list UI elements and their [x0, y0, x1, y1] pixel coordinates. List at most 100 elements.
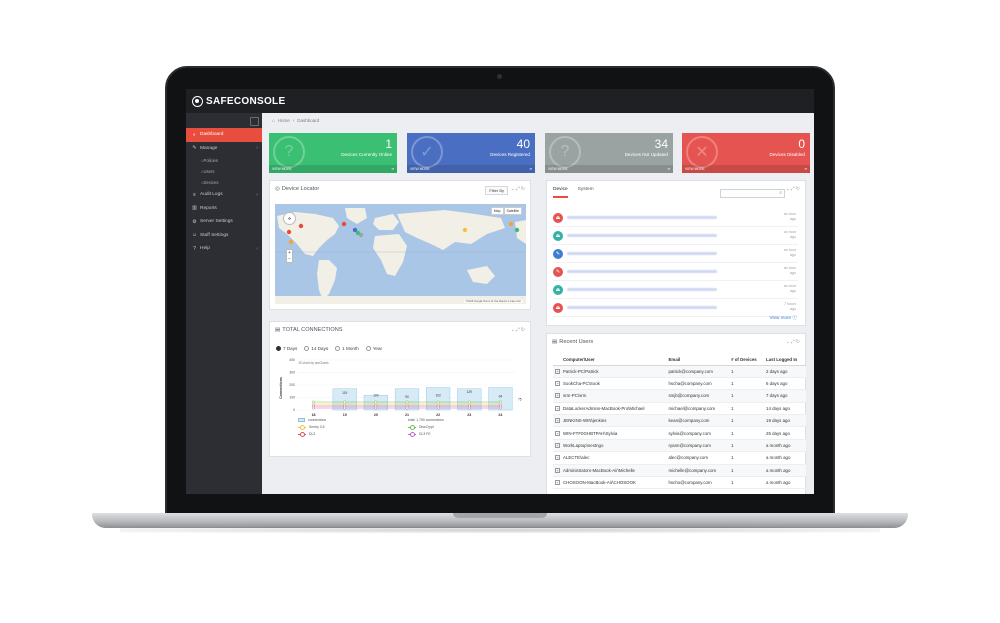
sidebar-item-users[interactable]: ○ Users	[186, 166, 262, 177]
arrow-circle-icon: ➜	[391, 167, 394, 171]
zoom-out-icon[interactable]: −	[288, 256, 291, 262]
radio-dot[interactable]	[335, 346, 341, 351]
view-more-link[interactable]: VIEW MORE ➜	[545, 165, 673, 173]
list-item[interactable]: ⏏ 7 hours ago	[553, 299, 798, 317]
table-row[interactable]: + Administrators-MacBook-Air\Michelle mich…	[553, 464, 806, 478]
table-row[interactable]: + ALECTE\alec alec@company.com 1 a month ago	[553, 451, 806, 465]
legend-item[interactable]: DiscCrypt	[408, 425, 488, 430]
sidebar-item-audit-logs[interactable]: ≡ Audit Logs ‹	[186, 188, 262, 202]
list-item[interactable]: ✎ an hour ago	[553, 245, 798, 263]
chevron-down-icon[interactable]: ⌄	[785, 339, 791, 345]
expand-icon[interactable]: +	[555, 368, 560, 374]
expand-icon[interactable]: +	[555, 393, 560, 399]
sidebar-nav: ◐ Dashboard ✎ Manage ‹ ○ Policies ○ Users ○ Dev…	[186, 128, 262, 256]
legend-item[interactable]: Sentry 3.6	[298, 425, 378, 430]
expand-icon[interactable]: ⤢	[790, 186, 796, 192]
filter-by-button[interactable]: Filter By	[485, 186, 508, 195]
list-item[interactable]: ⏏ an hour ago	[553, 281, 798, 299]
expand-icon[interactable]: ⤢	[515, 327, 521, 333]
table-cell: 6 days ago	[764, 377, 806, 391]
table-row[interactable]: + DataLockerAdmins-MacBook-Pro\Michael mic…	[553, 402, 806, 416]
expand-icon[interactable]: +	[555, 455, 560, 461]
view-more-label: View more	[769, 315, 792, 320]
expand-icon[interactable]: ⤢	[515, 186, 521, 192]
table-row[interactable]: + WorkLaptop\nestngo ryann@company.com 1 a m…	[553, 439, 806, 453]
radio-dot[interactable]	[276, 346, 281, 351]
table-row[interactable]: + CHOSOON-MacBook-Air\CHOSOOK hscho@compan…	[553, 476, 806, 490]
expand-icon[interactable]: +	[555, 418, 560, 424]
refresh-icon[interactable]: ↻	[795, 186, 801, 192]
legend-item[interactable]: connections	[298, 418, 378, 422]
expand-icon[interactable]: +	[555, 430, 560, 436]
table-row[interactable]: + JENKINS-WIN\jenkins kean@company.com 1 19 …	[553, 414, 806, 428]
expand-icon[interactable]: +	[555, 480, 560, 486]
refresh-icon[interactable]: ↻	[795, 339, 801, 345]
logo-text[interactable]: SAFECONSOLE	[206, 95, 286, 107]
view-more-link[interactable]: View more ⓘ	[769, 315, 798, 320]
table-cell: 25 days ago	[764, 426, 806, 440]
expand-cell: +	[553, 377, 561, 391]
world-map[interactable]: Map Satellite ✥ + − ©2016 Google Terms of…	[275, 204, 526, 304]
table-row[interactable]: + WIN-FTF0GHBTPAH\Sylvia sylvia@company.co…	[553, 426, 806, 440]
refresh-icon[interactable]: ↻	[520, 327, 526, 333]
sidebar-item-help[interactable]: ? Help ‹	[186, 242, 262, 256]
list-item[interactable]: ⏏ an hour ago	[553, 227, 798, 245]
range-radio-14-days[interactable]: 14 Days	[304, 346, 328, 351]
column-header[interactable]: Email	[666, 355, 730, 366]
view-more-link[interactable]: VIEW MORE ➜	[682, 165, 810, 173]
satellite-button[interactable]: Satellite	[503, 207, 522, 215]
sidebar-toggle[interactable]	[250, 117, 259, 126]
x-tick-label: 19	[343, 413, 347, 417]
sidebar-item-dashboard[interactable]: ◐ Dashboard	[186, 128, 262, 142]
radio-dot[interactable]	[365, 346, 371, 351]
tab-system[interactable]: System	[577, 187, 594, 192]
view-more-link[interactable]: VIEW MORE ➜	[407, 165, 535, 173]
expand-icon[interactable]: +	[555, 381, 560, 387]
expand-icon[interactable]: +	[555, 405, 560, 411]
view-more-link[interactable]: VIEW MORE ➜	[269, 165, 397, 173]
activity-search-input[interactable]: ⌕	[720, 189, 785, 198]
chart-caption: JS chart by amCharts	[298, 361, 329, 365]
sidebar-item-manage[interactable]: ✎ Manage ‹	[186, 142, 262, 156]
expand-icon[interactable]: ⤢	[790, 339, 796, 345]
legend-item[interactable]: DL3	[298, 432, 378, 437]
chevron-down-icon[interactable]: ⌄	[510, 327, 516, 333]
sidebar-item-server-settings[interactable]: ⚙ Server Settings	[186, 215, 262, 229]
refresh-icon[interactable]: ↻	[520, 186, 526, 192]
table-row[interactable]: + Patrick-PC\Patrick patrick@company.com 1 2…	[553, 365, 806, 378]
range-radio-1-month[interactable]: 1 Month	[335, 346, 359, 351]
chevron-down-icon[interactable]: ⌄	[785, 186, 791, 192]
map-pan-control[interactable]: ✥	[283, 212, 296, 225]
stat-card[interactable]: ? 34 Devices Not Updated VIEW MORE ➜	[545, 133, 673, 173]
range-radio-7-days[interactable]: 7 Days	[276, 346, 297, 351]
sidebar-item-staff-settings[interactable]: ☺ Staff Settings	[186, 229, 262, 243]
column-header[interactable]: Computer\User	[561, 355, 667, 366]
bar	[332, 388, 357, 411]
expand-cell: +	[553, 365, 561, 378]
column-header[interactable]: # of Devices	[729, 355, 764, 366]
stat-card[interactable]: ? 1 Devices Currently Online VIEW MORE ➜	[269, 133, 397, 173]
map-zoom-control[interactable]: + −	[286, 249, 293, 263]
list-item[interactable]: ✎ an hour ago	[553, 263, 798, 281]
sidebar-item-devices[interactable]: ○ Devices	[186, 177, 262, 188]
table-cell: michael@company.com	[666, 402, 730, 416]
stat-card[interactable]: ✕ 0 Devices Disabled VIEW MORE ➜	[682, 133, 810, 173]
expand-icon[interactable]: +	[555, 443, 560, 449]
tab-device[interactable]: Device	[553, 187, 568, 198]
list-item[interactable]: ⏏ an hour ago	[553, 209, 798, 227]
stat-card[interactable]: ✓ 40 Devices Registered VIEW MORE ➜	[407, 133, 535, 173]
table-row[interactable]: + SookCha-PC\Sook hscha@company.com 1 6 days…	[553, 377, 806, 391]
column-header[interactable]: Last Logged In	[764, 355, 806, 366]
sidebar-item-policies[interactable]: ○ Policies	[186, 155, 262, 166]
radio-dot[interactable]	[304, 346, 310, 351]
breadcrumb-home[interactable]: Home	[277, 118, 290, 123]
table-row[interactable]: + srm-PC\srm smjb@company.com 1 7 days ago	[553, 389, 806, 403]
table-cell: 2 days ago	[764, 365, 806, 378]
map-button[interactable]: Map	[490, 207, 504, 215]
sidebar-item-reports[interactable]: ▥ Reports	[186, 202, 262, 216]
legend-item[interactable]: DL3 FE	[408, 432, 488, 437]
range-radio-year[interactable]: Year	[365, 346, 382, 351]
expand-icon[interactable]: +	[555, 467, 560, 473]
zoom-in-icon[interactable]: +	[288, 250, 291, 256]
chevron-down-icon[interactable]: ⌄	[510, 186, 516, 192]
